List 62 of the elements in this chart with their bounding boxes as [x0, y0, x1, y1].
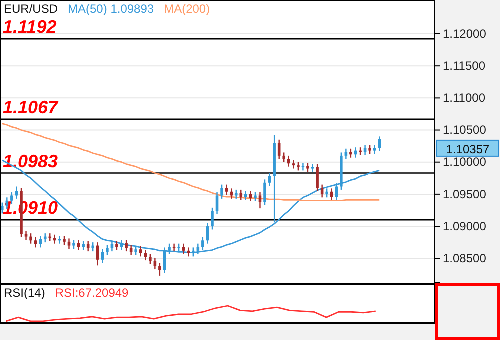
candlestick — [230, 188, 233, 200]
y-tick-label: 1.09000 — [443, 219, 487, 234]
candlestick — [258, 192, 262, 210]
line-series — [2, 123, 380, 202]
candlestick — [154, 257, 157, 270]
candlestick — [202, 236, 204, 251]
candlestick — [287, 155, 290, 168]
candlestick — [15, 186, 18, 200]
candlestick — [344, 148, 348, 160]
candlestick — [30, 232, 32, 244]
candlestick — [39, 236, 42, 248]
candlestick — [120, 239, 124, 251]
candlestick — [302, 162, 305, 172]
series-label: RSI:67.20949 — [55, 286, 130, 300]
y-tick-label: 1.09500 — [443, 187, 487, 202]
y-tick-label: 1.08500 — [443, 251, 487, 266]
candlestick — [144, 250, 148, 262]
candlestick — [316, 164, 319, 192]
y-tick-label: 1.11000 — [443, 91, 486, 106]
candlestick — [68, 238, 71, 250]
candlestick — [139, 246, 142, 258]
ref-line-label: 1.1067 — [3, 97, 60, 118]
text: 1.10357 — [446, 142, 490, 156]
candlestick — [211, 207, 214, 230]
candlestick — [335, 182, 338, 201]
candlestick — [225, 184, 228, 196]
candlestick — [106, 244, 109, 256]
candlestick — [216, 192, 219, 215]
text: MA(50) 1.09893 — [68, 2, 154, 16]
ref-line-label: 1.0983 — [3, 151, 58, 172]
candlestick — [268, 172, 272, 187]
candlestick — [292, 160, 296, 170]
candlestick — [77, 239, 80, 251]
candlestick — [172, 243, 176, 252]
candlestick — [264, 179, 266, 206]
candlestick — [86, 240, 90, 252]
candlestick — [249, 190, 252, 202]
candlestick — [158, 262, 162, 277]
y-tick-label: 1.10000 — [443, 155, 487, 170]
candlestick — [320, 184, 324, 198]
candlestick — [378, 136, 382, 152]
ref-line-label: 1.1192 — [3, 17, 57, 38]
y-tick-label: 1.11500 — [443, 58, 486, 73]
chart-title: RSI(14) — [4, 286, 46, 300]
candlestick — [96, 242, 100, 266]
candlestick — [101, 248, 104, 264]
y-tick-label: 1.12000 — [443, 26, 487, 41]
candlestick — [220, 184, 224, 200]
candlestick — [311, 164, 314, 173]
candlestick — [125, 239, 128, 252]
candlestick — [182, 243, 186, 255]
text: MA(200) — [164, 2, 210, 16]
chart-title: EUR/USD — [4, 2, 58, 16]
candlestick — [282, 152, 286, 163]
candlestick — [278, 139, 281, 160]
candlestick — [240, 189, 243, 201]
candlestick — [34, 236, 38, 248]
candlestick — [330, 188, 334, 201]
y-tick-label: 1.10500 — [443, 123, 487, 138]
candlestick — [149, 254, 152, 265]
candlestick — [0, 202, 4, 214]
candlestick — [364, 144, 367, 156]
